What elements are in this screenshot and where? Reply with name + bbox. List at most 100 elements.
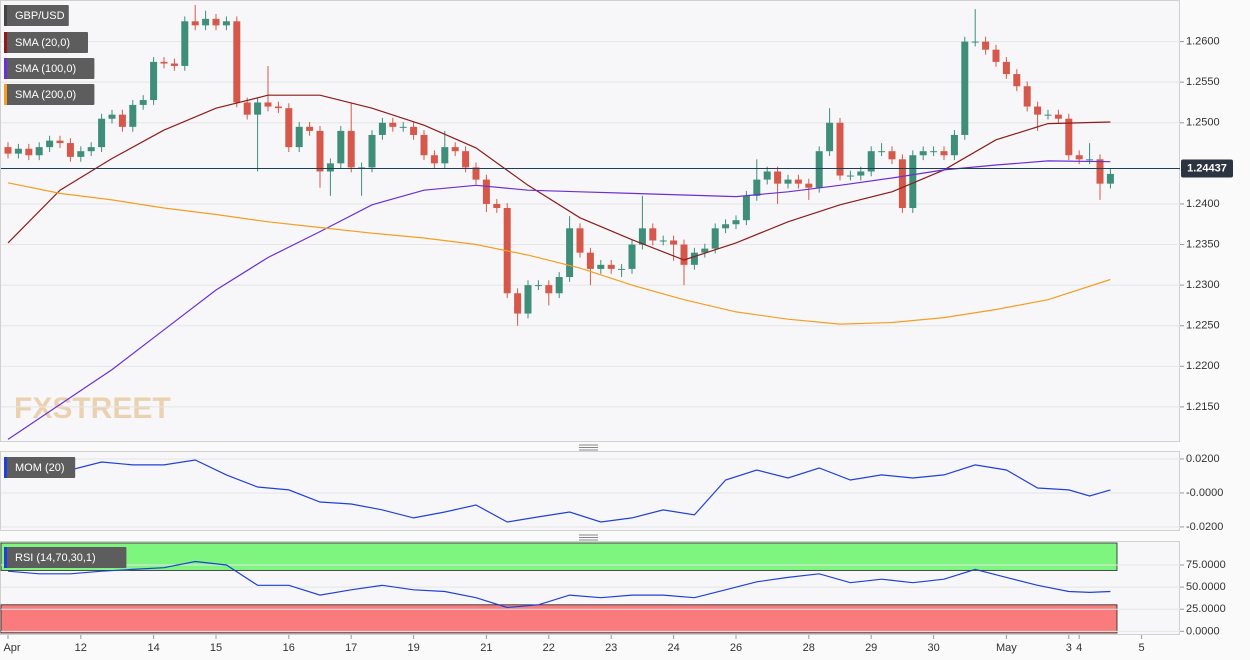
y-tick-label: 25.0000 (1186, 603, 1226, 615)
candle-body (462, 151, 470, 168)
candle-body (930, 151, 938, 153)
candle-body (659, 240, 667, 242)
legend-swatch (4, 457, 7, 478)
legend-box (4, 58, 95, 79)
x-tick-label: 5 (1139, 642, 1145, 654)
candle-body (243, 102, 251, 115)
candle-body (118, 114, 126, 127)
candle-body (649, 228, 657, 241)
candle-body (638, 228, 646, 245)
candle-body (763, 171, 771, 180)
series-line (7, 182, 1111, 325)
candle-body (1034, 106, 1042, 115)
candle-body (784, 179, 792, 184)
y-tick-label: -0.0000 (1186, 487, 1223, 499)
y-tick-label: 1.2250 (1186, 320, 1220, 332)
candle-body (742, 195, 750, 221)
candle-body (493, 203, 501, 209)
x-tick-label: 16 (283, 642, 295, 654)
candle-body (1013, 74, 1021, 87)
y-tick-label: 1.2350 (1186, 238, 1220, 250)
candle-body (1023, 86, 1031, 107)
candle-body (316, 130, 324, 172)
candle-body (857, 171, 865, 176)
candle-body (56, 140, 64, 144)
legend-item: SMA (200,0) (4, 84, 95, 105)
legend-box (4, 547, 127, 568)
candle-body (919, 151, 927, 156)
candle-body (888, 151, 896, 160)
candle-body (815, 151, 823, 188)
legend-box (4, 84, 95, 105)
last-price-label: 1.24437 (1187, 162, 1227, 174)
candle-body (420, 134, 428, 156)
candle-body (898, 159, 906, 209)
candle-body (35, 147, 43, 156)
candle-body (306, 126, 314, 131)
legend-swatch (4, 58, 7, 79)
candle-body (212, 18, 220, 26)
candle-body (87, 147, 95, 152)
candle-body (961, 41, 969, 135)
x-tick-label: 29 (865, 642, 877, 654)
mom-panel (0, 451, 1180, 531)
candle-body (805, 183, 813, 188)
y-tick-label: 1.2550 (1186, 76, 1220, 88)
x-tick-label: 19 (407, 642, 419, 654)
x-tick-label: 17 (345, 642, 357, 654)
candle-body (950, 134, 958, 156)
candle-body (274, 106, 282, 109)
candle-body (150, 61, 158, 101)
candle-body (753, 179, 761, 196)
x-tick-label: 28 (803, 642, 815, 654)
price-panel (0, 0, 1180, 442)
y-tick-label: 1.2500 (1186, 117, 1220, 129)
divider-handle[interactable] (579, 444, 598, 451)
x-tick-label: Apr (3, 642, 20, 654)
x-tick-label: 22 (543, 642, 555, 654)
candle-body (108, 114, 116, 119)
x-tick-label: 3 (1066, 642, 1072, 654)
candle-body (971, 41, 979, 43)
candle-body (514, 293, 522, 314)
candle-body (233, 21, 241, 103)
candle-body (389, 122, 397, 127)
candle-body (826, 122, 834, 152)
y-tick-label: 1.2300 (1186, 279, 1220, 291)
candle-body (732, 220, 740, 225)
candle-body (4, 147, 12, 154)
candle-body (264, 102, 272, 107)
candle-body (1044, 114, 1052, 116)
x-tick-label: 23 (605, 642, 617, 654)
candle-body (1096, 159, 1104, 184)
x-tick-label: 4 (1076, 642, 1082, 654)
legend-item: SMA (20,0) (4, 32, 88, 53)
legend-label: GBP/USD (15, 10, 65, 22)
candle-body (181, 21, 189, 66)
series-line (7, 94, 1111, 261)
candle-body (607, 264, 615, 269)
candle-body (566, 228, 574, 278)
legend-swatch (4, 5, 7, 26)
candle-body (701, 248, 709, 253)
divider-handle[interactable] (579, 534, 598, 541)
candle-body (482, 179, 490, 204)
candle-body (139, 100, 147, 105)
legend-item: RSI (14,70,30,1) (4, 547, 127, 568)
y-tick-label: 0.0200 (1186, 453, 1220, 465)
candle-body (410, 126, 418, 135)
x-tick-label: 12 (75, 642, 87, 654)
candle-body (867, 151, 875, 172)
candle-body (576, 228, 584, 253)
candle-body (1075, 155, 1083, 160)
candle-body (586, 252, 594, 269)
x-tick-label: 30 (927, 642, 939, 654)
x-tick-label: 21 (480, 642, 492, 654)
legend-label: RSI (14,70,30,1) (15, 552, 96, 564)
y-tick-label: 0.0000 (1186, 625, 1220, 637)
candle-body (451, 147, 459, 152)
legend-item: MOM (20) (4, 457, 76, 478)
candle-body (472, 167, 480, 180)
candle-body (347, 130, 355, 168)
